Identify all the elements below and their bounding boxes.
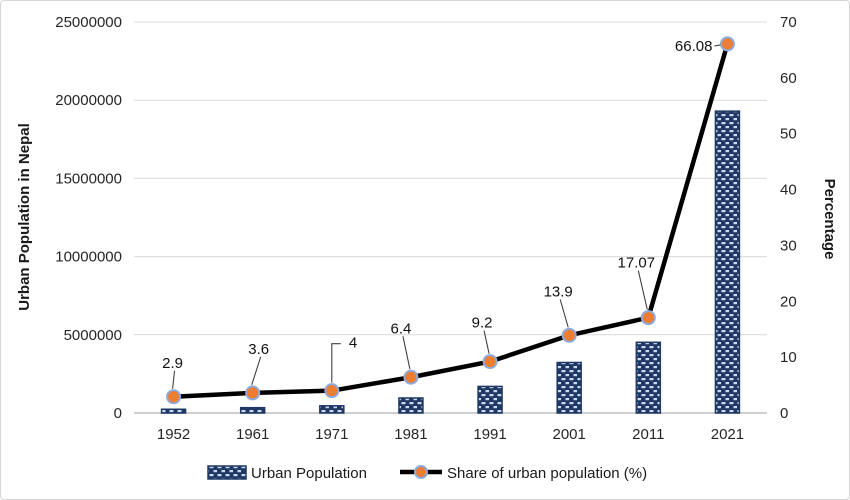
data-label-1952: 2.9 <box>162 355 183 372</box>
right-axis-tick-label: 50 <box>780 126 797 143</box>
data-label-1961: 3.6 <box>248 341 269 358</box>
bar-2021 <box>714 110 741 414</box>
legend-bar-swatch-icon <box>207 465 247 480</box>
left-axis-tick-label: 0 <box>114 405 122 422</box>
data-label-leader-line <box>331 343 341 383</box>
data-label-2011: 17.07 <box>618 255 656 272</box>
left-axis-title: Urban Population in Nepal <box>16 123 33 311</box>
data-label-leader-line <box>637 270 648 310</box>
bar-1952 <box>160 408 187 414</box>
legend-label-urban-population: Urban Population <box>251 465 367 482</box>
x-axis-tick-label: 1971 <box>315 426 348 443</box>
x-axis-tick-label: 1952 <box>157 426 190 443</box>
right-axis-tick-label: 0 <box>780 405 788 422</box>
bar-1991 <box>477 385 503 414</box>
left-axis-tick-label: 20000000 <box>55 92 122 109</box>
chart-legend: Urban Population Share of urban populati… <box>207 465 647 482</box>
right-axis-title: Percentage <box>821 179 838 260</box>
x-axis-tick-label: 1991 <box>473 426 506 443</box>
marker-2011 <box>640 310 656 326</box>
bar-1981 <box>398 397 424 414</box>
bar-1971 <box>319 405 345 414</box>
data-label-leader-line <box>559 299 569 328</box>
right-axis-tick-label: 10 <box>780 349 797 366</box>
data-label-2021: 66.08 <box>675 38 713 55</box>
right-axis-tick-label: 60 <box>780 70 797 87</box>
x-axis-tick-label: 2021 <box>711 426 744 443</box>
legend-line-marker-icon <box>414 465 428 479</box>
data-label-1971: 4 <box>349 335 357 352</box>
left-axis-tick-label: 5000000 <box>64 327 122 344</box>
x-axis-tick-label: 1961 <box>236 426 269 443</box>
data-label-1981: 6.4 <box>391 320 412 337</box>
bar-2011 <box>635 341 662 414</box>
data-label-leader-line <box>714 44 721 47</box>
marker-2001 <box>561 327 577 343</box>
x-axis-tick-label: 1981 <box>394 426 427 443</box>
right-axis-tick-label: 30 <box>780 237 797 254</box>
legend-label-share-of-urban-population: Share of urban population (%) <box>447 465 647 482</box>
left-axis-tick-label: 10000000 <box>55 249 122 266</box>
x-axis-tick-label: 2011 <box>632 426 664 443</box>
bar-2001 <box>556 361 582 414</box>
data-label-2001: 13.9 <box>544 283 573 300</box>
marker-2021 <box>719 36 735 52</box>
line-series <box>166 36 735 405</box>
right-axis-tick-label: 20 <box>780 293 797 310</box>
data-label-leader-line <box>172 370 176 389</box>
left-axis-tick-label: 15000000 <box>55 170 122 187</box>
data-labels: 2.9 3.6 4 6.4 9.2 13.9 17.07 66.08 <box>162 38 721 389</box>
marker-1991 <box>482 354 498 370</box>
bar-series <box>160 110 741 414</box>
share-line <box>173 43 730 400</box>
marker-1981 <box>403 369 419 385</box>
marker-1961 <box>245 385 261 401</box>
right-axis-tick-label: 40 <box>780 182 797 199</box>
data-label-1991: 9.2 <box>472 315 493 332</box>
gridlines <box>134 21 767 414</box>
left-axis-tick-label: 25000000 <box>55 14 122 31</box>
right-axis-tick-label: 70 <box>780 14 797 31</box>
x-axis-tick-label: 2001 <box>553 426 586 443</box>
data-label-leader-line <box>483 330 490 354</box>
data-label-leader-line <box>402 336 411 370</box>
marker-1971 <box>324 383 340 399</box>
marker-1952 <box>166 389 182 405</box>
data-label-leader-line <box>251 356 262 386</box>
bar-1961 <box>239 406 266 414</box>
axis-tick-labels: 25000000 20000000 15000000 10000000 5000000 0… <box>55 14 796 443</box>
